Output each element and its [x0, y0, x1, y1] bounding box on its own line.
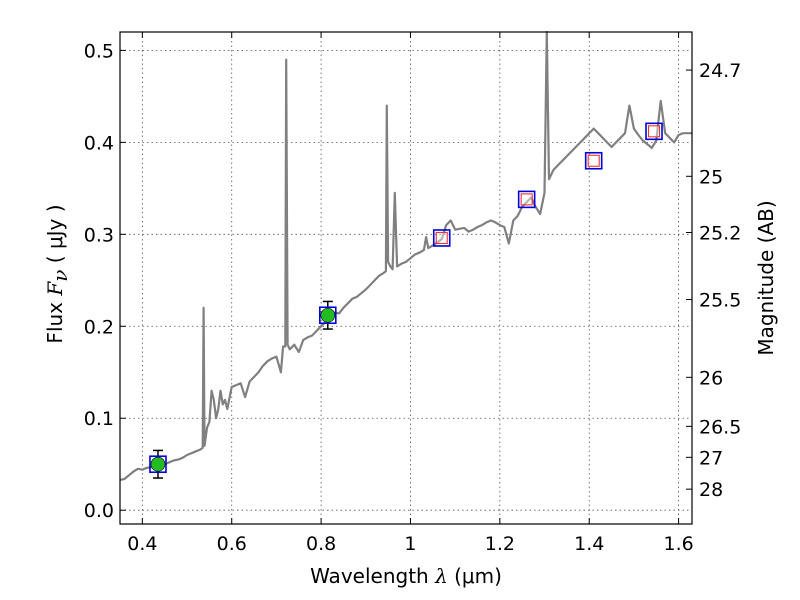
- x-axis-label-units: (μm): [448, 564, 502, 588]
- x-tick-label-3: 1: [404, 533, 416, 555]
- y-axis-label-prefix: Flux: [43, 296, 67, 344]
- y-axis-label-units: ( μJy ): [43, 204, 67, 269]
- plot-frame: [119, 31, 693, 525]
- model-square-5: [645, 122, 663, 141]
- observed-point-0: [150, 456, 166, 472]
- right-axis-label: Magnitude (AB): [754, 200, 778, 355]
- magnitude-tick-label-6: 27: [699, 447, 723, 469]
- x-axis-label: Wavelength λ (μm): [310, 564, 502, 588]
- y-tick-label-5: 0.5: [84, 40, 114, 62]
- x-tick-label-4: 1.2: [485, 533, 515, 555]
- model-square-3: [517, 190, 536, 209]
- grid: [120, 32, 692, 524]
- x-axis-label-symbol: λ: [434, 564, 448, 588]
- magnitude-tick-label-0: 24.7: [699, 60, 741, 82]
- observed-point-1: [320, 307, 336, 323]
- magnitude-tick-label-7: 28: [699, 479, 723, 501]
- x-tick-label-0: 0.4: [127, 533, 157, 555]
- axes: 0.4 0.6 0.8 1 1.2 1.4 1.6 0.0 0.1 0.2 0.3 0.4 0.5 24.…: [84, 31, 741, 555]
- upper-square-3: [647, 125, 661, 138]
- magnitude-tick-label-1: 25: [699, 166, 723, 188]
- y-axis-label-sub: ν: [48, 270, 72, 282]
- x-tick-label-2: 0.8: [306, 533, 336, 555]
- y-tick-label-2: 0.2: [84, 316, 114, 338]
- magnitude-tick-label-5: 26.5: [699, 416, 741, 438]
- y-tick-label-4: 0.4: [84, 132, 114, 154]
- data-layer: [119, 30, 692, 481]
- model-square-1: [318, 306, 337, 325]
- magnitude-tick-label-2: 25.2: [699, 222, 741, 244]
- x-axis-label-prefix: Wavelength: [310, 564, 435, 588]
- magnitude-tick-label-3: 25.5: [699, 290, 741, 312]
- magnitude-tick-label-4: 26: [699, 367, 723, 389]
- upper-square-2: [587, 154, 600, 167]
- y-tick-label-1: 0.1: [84, 408, 114, 430]
- y-axis-label: Flux Fν ( μJy ): [43, 204, 72, 343]
- x-tick-label-1: 0.6: [217, 533, 247, 555]
- upper-square-1: [520, 193, 533, 206]
- x-tick-label-5: 1.4: [574, 533, 604, 555]
- x-tick-label-6: 1.6: [663, 533, 693, 555]
- y-tick-label-0: 0.0: [84, 500, 114, 522]
- model-square-0: [149, 455, 167, 474]
- y-tick-label-3: 0.3: [84, 224, 114, 246]
- upper-square-0: [435, 231, 448, 245]
- y-axis-label-symbol: F: [43, 281, 67, 297]
- spectrum-line: [119, 30, 692, 481]
- model-square-2: [432, 229, 451, 247]
- model-square-4: [584, 151, 603, 170]
